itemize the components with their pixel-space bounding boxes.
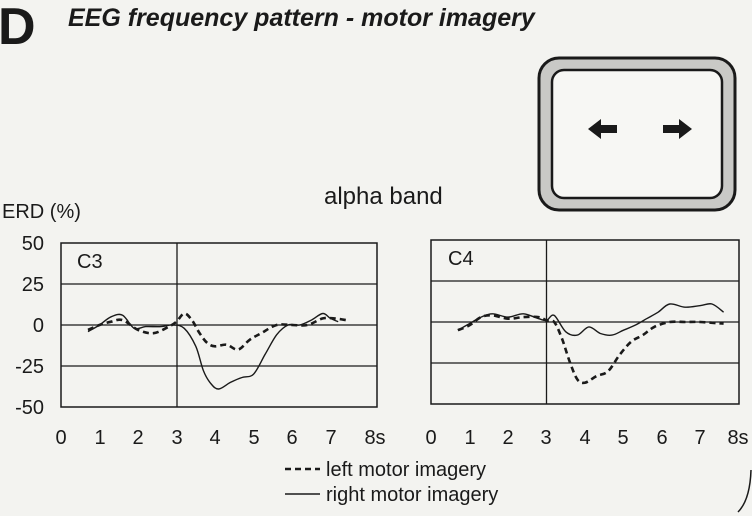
x-tick-label: 4 (209, 427, 220, 449)
x-tick-label: 8s (727, 427, 748, 449)
x-tick-label: 4 (579, 427, 590, 449)
x-tick-label: 8s (364, 427, 385, 449)
x-tick-label: 6 (656, 427, 667, 449)
x-tick-label: 2 (502, 427, 513, 449)
panel-c4: C4 0 1 2 3 4 5 6 7 8s (425, 239, 749, 449)
figure-title: EEG frequency pattern - motor imagery (68, 4, 536, 32)
legend-label-right: right motor imagery (326, 484, 498, 506)
y-tick-label: -50 (15, 397, 44, 419)
cue-screen-icon (537, 56, 737, 212)
panel-label-c4: C4 (448, 248, 474, 270)
y-axis-label: ERD (%) (2, 201, 81, 223)
y-tick-label: 0 (33, 315, 44, 337)
y-tick-label: 25 (22, 274, 44, 296)
right-arrow-icon (663, 119, 692, 139)
panel-label-c3: C3 (77, 251, 103, 273)
x-tick-label: 7 (694, 427, 705, 449)
x-tick-label: 1 (464, 427, 475, 449)
x-tick-label: 5 (248, 427, 259, 449)
x-tick-label: 7 (325, 427, 336, 449)
panel-c3: C3 0 1 2 3 4 5 6 7 8s (55, 242, 386, 449)
x-tick-label: 1 (94, 427, 105, 449)
y-tick-label: 50 (22, 233, 44, 255)
legend: left motor imagery right motor imagery (285, 459, 498, 506)
y-tick-label: -25 (15, 356, 44, 378)
x-tick-label: 3 (171, 427, 182, 449)
panel-letter: D (0, 0, 36, 56)
legend-label-left: left motor imagery (326, 459, 486, 481)
page-corner-curve (737, 469, 752, 513)
x-tick-label: 2 (132, 427, 143, 449)
series-line-right-c4 (457, 303, 725, 337)
x-tick-label: 6 (286, 427, 297, 449)
series-line-left-c4 (457, 314, 724, 385)
x-tick-label: 5 (617, 427, 628, 449)
x-tick-label: 0 (425, 427, 436, 449)
band-label: alpha band (324, 183, 443, 210)
series-line-right-c3 (87, 312, 339, 390)
x-tick-label: 0 (55, 427, 66, 449)
x-tick-label: 3 (540, 427, 551, 449)
left-arrow-icon (588, 119, 617, 139)
